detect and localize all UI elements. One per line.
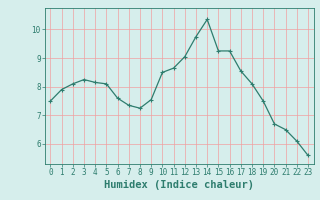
X-axis label: Humidex (Indice chaleur): Humidex (Indice chaleur) xyxy=(104,180,254,190)
